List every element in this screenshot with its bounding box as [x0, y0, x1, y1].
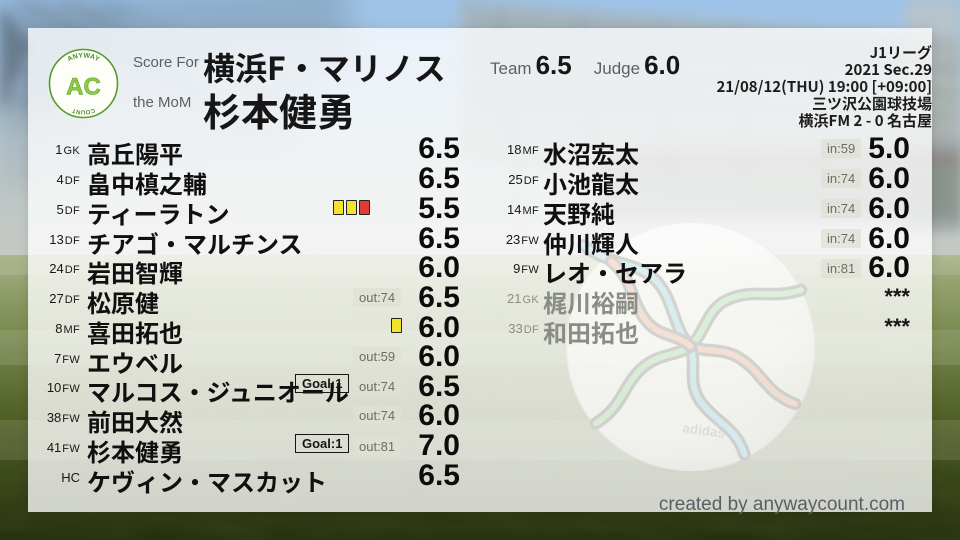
svg-text:AC: AC	[66, 74, 101, 101]
